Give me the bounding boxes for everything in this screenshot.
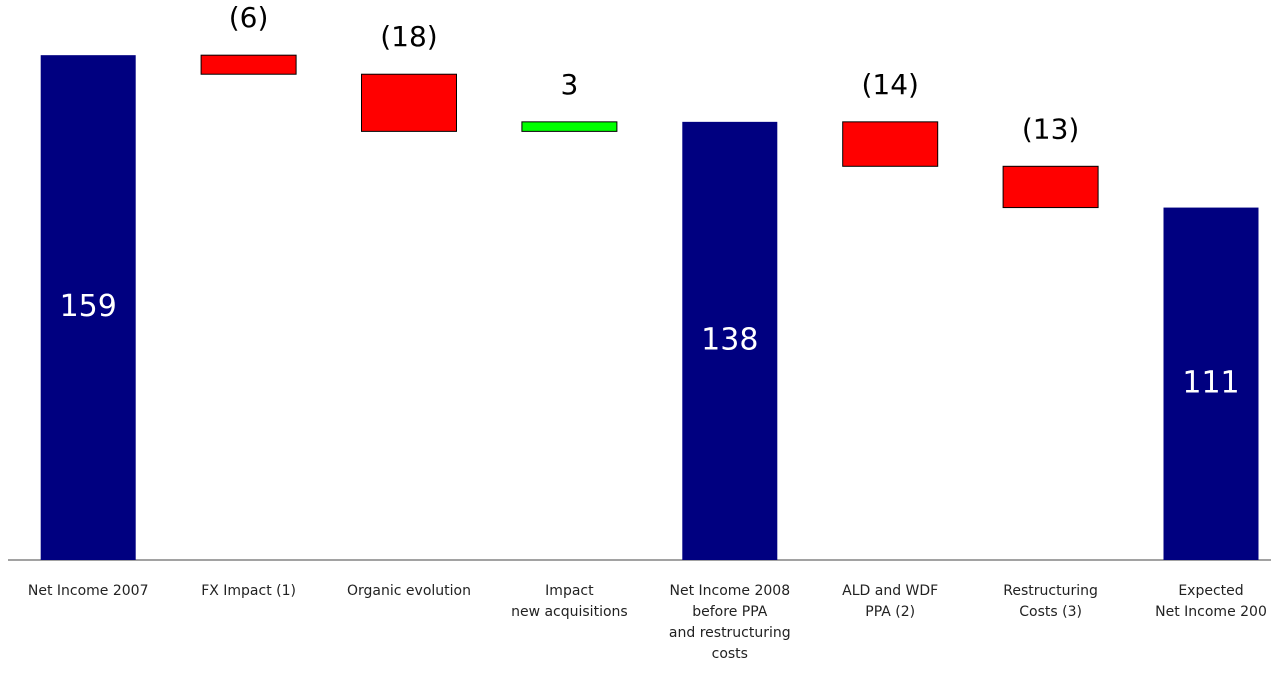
value-label: 138 [701,322,758,357]
x-tick-label: Impact new acquisitions [511,583,628,620]
bar [200,54,297,75]
value-label: 3 [560,68,578,101]
bar [1163,207,1259,560]
x-tick-label: Net Income 2007 [27,583,149,599]
bar [40,55,136,561]
x-tick-label: Organic evolution [347,583,471,599]
bar [842,121,939,167]
x-tick-label: Net Income 2008 before PPA and restructu… [668,583,791,662]
x-tick-label: Restructuring Costs (3) [1003,583,1098,620]
value-label: 159 [60,289,117,324]
bar [1002,165,1099,209]
x-tick-label: FX Impact (1) [201,583,296,599]
value-label: 111 [1182,365,1239,400]
x-tick-label: ALD and WDF PPA (2) [842,583,939,620]
value-label: (13) [1022,112,1079,145]
value-label: (14) [861,68,918,101]
value-label: (18) [380,20,437,53]
bar [361,73,457,132]
bar [682,121,778,560]
bar [521,121,618,132]
x-tick-label: Expected Net Income 200 [1155,583,1267,620]
value-label: (6) [229,1,269,34]
